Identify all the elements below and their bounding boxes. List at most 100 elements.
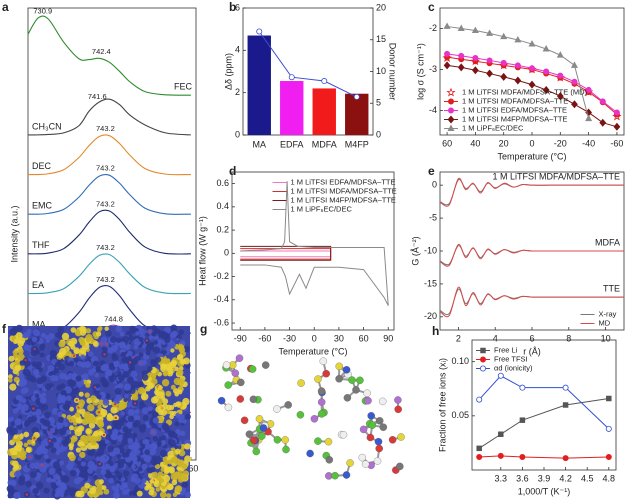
marker <box>500 72 508 81</box>
atom <box>109 376 115 383</box>
atom <box>174 421 180 427</box>
atom <box>87 467 94 474</box>
atom <box>85 382 91 388</box>
x-tick-label: 60 <box>359 333 369 343</box>
atom <box>42 429 48 435</box>
x-tick-label: 2 <box>456 333 461 343</box>
legend-label: Free Li <box>494 345 518 354</box>
atom <box>105 369 113 377</box>
atom <box>27 416 34 424</box>
atom <box>127 408 136 417</box>
marker <box>458 52 465 59</box>
atom <box>130 370 138 378</box>
atom <box>151 331 157 337</box>
atom <box>185 492 191 498</box>
atom <box>173 458 179 464</box>
series-label: CH₃CN <box>32 121 62 131</box>
marker <box>585 86 592 93</box>
atom <box>367 412 375 420</box>
atom <box>75 399 78 402</box>
legend-label: 1 M LiPF₆EC/DEC <box>291 204 353 213</box>
legend-label: X-ray <box>599 309 617 318</box>
x-tick-label: 3.6 <box>516 473 529 483</box>
atom <box>18 372 25 379</box>
atom <box>108 477 114 484</box>
atom <box>235 354 244 362</box>
x-tick-label: EDFA <box>280 139 304 149</box>
atom <box>157 440 162 446</box>
atom <box>162 398 169 405</box>
atom <box>317 410 326 418</box>
atom <box>115 483 121 489</box>
atom <box>261 361 270 369</box>
atom <box>28 455 31 459</box>
atom <box>50 427 56 433</box>
atom <box>163 460 169 466</box>
series-line <box>439 177 624 318</box>
legend-marker <box>479 356 486 363</box>
x-tick-label: 60 <box>442 138 452 148</box>
y-tick-label: 0.2 <box>216 224 229 234</box>
series-line <box>240 250 332 258</box>
atom <box>43 487 50 494</box>
atom <box>352 386 360 394</box>
atom <box>41 392 47 397</box>
atom <box>165 363 173 371</box>
legend-label: 1 M LiTFSI MDFA/MDFSA–TTE <box>462 96 568 105</box>
atom <box>69 446 74 451</box>
x-tick-label: MDFA <box>312 139 337 149</box>
atom <box>14 359 20 366</box>
donor-line <box>258 31 357 98</box>
x-tick-label: 4.2 <box>559 473 572 483</box>
marker <box>529 65 536 72</box>
x-tick-label: 4 <box>493 333 498 343</box>
panel-letter: a <box>2 0 9 14</box>
atom <box>49 383 54 388</box>
atom <box>70 327 77 333</box>
marker <box>497 452 504 459</box>
marker <box>528 80 536 89</box>
atom <box>175 428 181 435</box>
atom <box>85 428 92 435</box>
atom <box>121 438 129 446</box>
spectrum-line <box>27 253 191 295</box>
atom <box>34 349 41 356</box>
atom <box>231 369 240 377</box>
atom <box>100 342 103 346</box>
atom <box>129 387 136 395</box>
atom <box>48 467 56 476</box>
atom <box>82 373 89 379</box>
atom <box>77 425 85 432</box>
atom <box>80 361 87 368</box>
atom <box>117 461 125 469</box>
curve-label: TTE <box>603 283 620 293</box>
atom <box>325 456 334 464</box>
atom <box>83 411 91 419</box>
atom <box>23 431 30 438</box>
atom <box>130 383 136 389</box>
atom <box>52 461 60 469</box>
atom <box>146 467 151 472</box>
atom <box>116 419 121 425</box>
atom <box>116 425 122 430</box>
marker <box>476 453 483 460</box>
spectrum-line <box>27 98 191 136</box>
atom <box>149 479 154 484</box>
atom <box>374 437 383 446</box>
atom <box>73 347 80 355</box>
atom <box>31 361 37 367</box>
peak-label: 730.9 <box>33 6 52 15</box>
x-tick-label: -20 <box>554 138 567 148</box>
atom <box>148 330 152 333</box>
y-tick-label: -0.6 <box>213 317 229 327</box>
marker <box>476 396 483 403</box>
peak-label: 742.4 <box>92 47 111 56</box>
legend-label: 1 M LiPF₆EC/DEC <box>462 123 524 132</box>
legend-label: 1 M LiTFSI EDFA/MDFSA–TTE <box>291 177 396 186</box>
atom <box>90 439 97 446</box>
atom <box>144 449 150 456</box>
atom <box>117 371 122 376</box>
marker <box>605 453 612 460</box>
atom <box>92 341 99 347</box>
atom <box>88 450 94 456</box>
